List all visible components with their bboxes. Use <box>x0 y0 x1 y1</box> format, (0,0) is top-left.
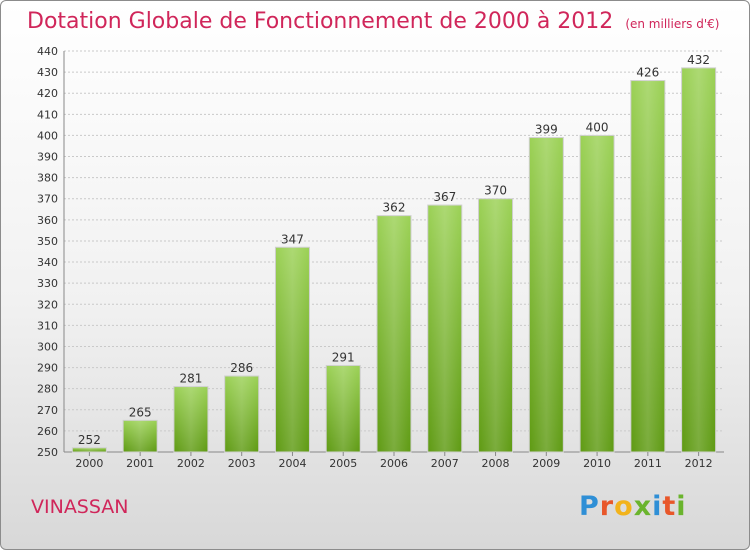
logo-letter: i <box>676 491 687 522</box>
title-text: Dotation Globale de Fonctionnement de 20… <box>27 9 614 34</box>
y-tick-label: 420 <box>37 87 58 100</box>
logo-letter: x <box>633 491 653 522</box>
y-tick-label: 430 <box>37 66 58 79</box>
bar-shine <box>630 80 665 453</box>
y-axis: 250 260 270 280 290 300 310 320 330 340 350 360 370 3… <box>37 45 58 459</box>
data-labels: 252 265 281 286 347 291 362 367 370 399 400 426 432 <box>78 53 710 447</box>
x-tick-label: 2008 <box>482 457 510 470</box>
bar-shine <box>529 137 564 452</box>
y-tick-label: 350 <box>37 235 58 248</box>
y-tick-label: 270 <box>37 404 58 417</box>
value-label: 265 <box>129 405 152 419</box>
bar-shine <box>326 365 361 452</box>
x-tick-label: 2004 <box>278 457 306 470</box>
y-tick-label: 410 <box>37 108 58 121</box>
bar-shine <box>377 215 411 452</box>
logo-letter: i <box>652 491 663 522</box>
bar-shine <box>72 447 107 452</box>
x-tick-label: 2005 <box>329 457 357 470</box>
y-tick-label: 380 <box>37 172 58 185</box>
bar-shine <box>478 198 513 452</box>
x-axis: 2000 2001 2002 2003 2004 2005 2006 2007 2008 2009… <box>75 452 713 470</box>
value-label: 362 <box>383 201 406 215</box>
y-tick-label: 290 <box>37 362 58 375</box>
value-label: 281 <box>179 372 202 386</box>
y-tick-label: 300 <box>37 340 58 353</box>
bar-shine <box>173 386 208 452</box>
y-tick-label: 390 <box>37 151 58 164</box>
value-label: 291 <box>332 350 355 364</box>
x-tick-label: 2001 <box>126 457 154 470</box>
value-label: 367 <box>433 190 456 204</box>
x-tick-label: 2007 <box>431 457 459 470</box>
bar-shine <box>681 67 716 452</box>
value-label: 347 <box>281 232 304 246</box>
value-label: 432 <box>687 53 710 67</box>
bar-shine <box>224 376 259 452</box>
bar-shine <box>123 420 158 452</box>
logo-letter: t <box>662 491 677 522</box>
value-label: 400 <box>586 120 609 134</box>
bar-shine <box>580 135 615 452</box>
x-tick-label: 2012 <box>685 457 713 470</box>
bar-shine <box>427 205 462 452</box>
chart-subtitle: (en milliers d'€) <box>625 17 720 31</box>
y-tick-label: 330 <box>37 277 58 290</box>
x-tick-label: 2009 <box>532 457 560 470</box>
y-tick-label: 360 <box>37 214 58 227</box>
logo-letter: o <box>614 491 634 522</box>
x-tick-label: 2006 <box>380 457 408 470</box>
y-tick-label: 400 <box>37 129 58 142</box>
value-label: 426 <box>636 66 659 80</box>
value-label: 370 <box>484 184 507 198</box>
value-label: 399 <box>535 123 558 137</box>
x-tick-label: 2000 <box>75 457 103 470</box>
y-tick-label: 260 <box>37 425 58 438</box>
proxiti-logo[interactable]: Proxiti <box>579 491 687 522</box>
bars <box>71 67 717 453</box>
y-tick-label: 370 <box>37 193 58 206</box>
y-tick-label: 250 <box>37 446 58 459</box>
value-label: 252 <box>78 433 101 447</box>
town-name: VINASSAN <box>31 496 129 518</box>
logo-letter: r <box>599 491 615 522</box>
y-tick-label: 340 <box>37 256 58 269</box>
x-tick-label: 2002 <box>177 457 205 470</box>
y-tick-label: 310 <box>37 319 58 332</box>
x-tick-label: 2011 <box>634 457 662 470</box>
bar-shine <box>275 247 310 452</box>
logo-letter: P <box>579 491 600 522</box>
y-tick-label: 280 <box>37 383 58 396</box>
x-tick-label: 2010 <box>583 457 611 470</box>
x-tick-label: 2003 <box>228 457 256 470</box>
y-tick-label: 440 <box>37 45 58 58</box>
chart-title: Dotation Globale de Fonctionnement de 20… <box>27 9 719 34</box>
y-tick-label: 320 <box>37 298 58 311</box>
value-label: 286 <box>230 361 253 375</box>
